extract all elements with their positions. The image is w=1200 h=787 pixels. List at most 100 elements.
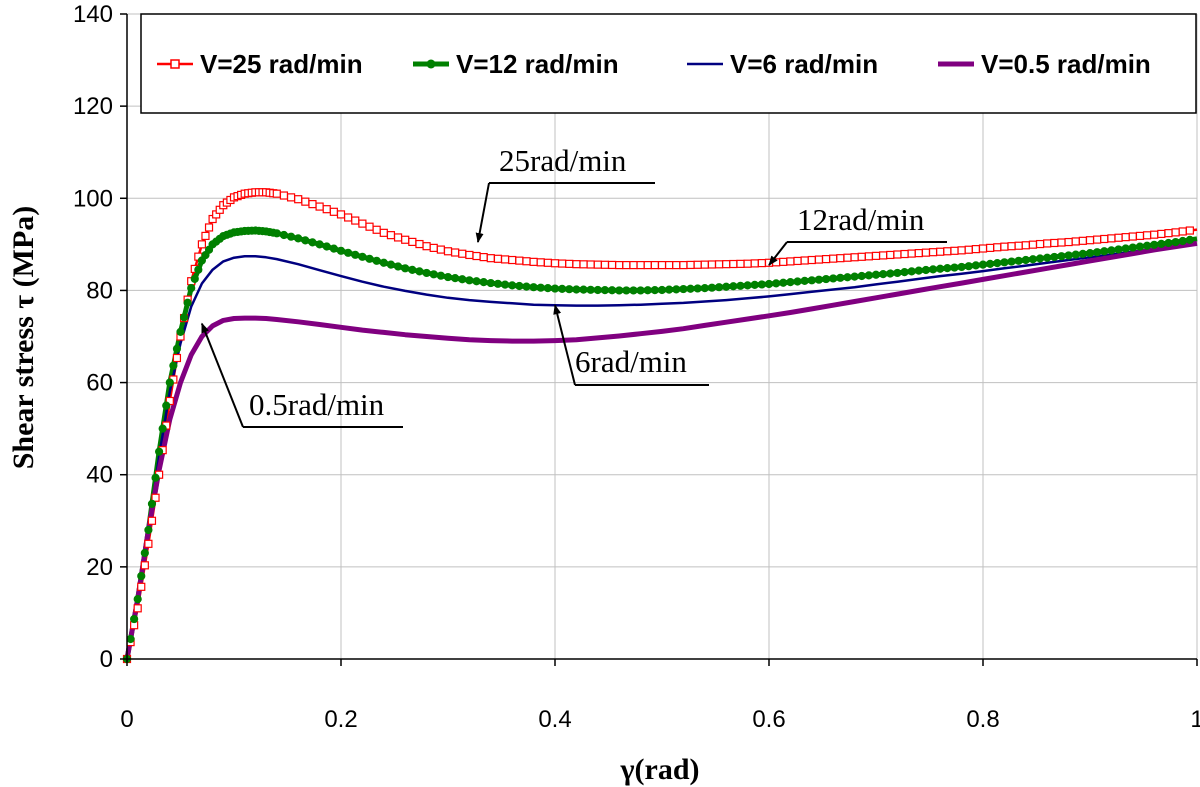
series-marker — [1035, 239, 1045, 249]
series-marker — [1107, 234, 1116, 243]
series-marker — [1157, 229, 1166, 239]
series-marker — [308, 238, 317, 247]
series-marker — [155, 447, 164, 456]
series-marker — [750, 280, 759, 289]
series-marker — [1043, 239, 1052, 248]
series-marker — [679, 284, 688, 294]
series-marker — [900, 268, 909, 277]
series-marker — [465, 250, 474, 260]
series-marker — [204, 223, 214, 232]
series-marker — [843, 253, 852, 262]
series-marker — [879, 270, 888, 279]
series-marker — [722, 260, 731, 269]
series-marker — [515, 281, 524, 291]
series-marker — [1157, 239, 1166, 248]
series-marker — [743, 281, 752, 290]
series-marker — [1014, 256, 1023, 265]
series-marker — [422, 268, 431, 278]
series-marker — [714, 260, 724, 269]
series-marker — [800, 256, 809, 265]
series-marker — [436, 245, 445, 254]
legend-label: V=0.5 rad/min — [981, 49, 1151, 79]
annotation-label: 12rad/min — [797, 202, 925, 237]
series-marker — [1028, 255, 1038, 264]
series-marker — [907, 267, 916, 276]
series-marker — [1064, 251, 1073, 260]
series-marker — [679, 260, 688, 270]
series-marker — [351, 250, 360, 259]
series-marker — [893, 250, 902, 259]
series-marker — [126, 634, 135, 644]
series-marker — [879, 251, 888, 260]
series-marker — [1093, 248, 1102, 257]
series-marker — [1007, 242, 1016, 251]
series-marker — [1135, 231, 1145, 241]
series-marker — [1114, 233, 1123, 242]
series-marker — [1000, 242, 1009, 251]
series-marker — [786, 278, 795, 287]
series-marker — [757, 280, 766, 289]
series-marker — [686, 284, 695, 293]
series-marker — [593, 260, 602, 269]
series-marker — [1078, 236, 1087, 245]
series-marker — [1164, 238, 1173, 248]
legend: V=25 rad/min V=12 rad/min V=6 rad/min V=0.5… — [140, 13, 1197, 114]
series-marker — [500, 280, 510, 289]
series-marker — [183, 298, 192, 307]
series-marker — [408, 265, 417, 274]
annotation-label: 6rad/min — [575, 344, 687, 379]
series-marker — [144, 539, 153, 548]
series-marker — [629, 286, 638, 295]
series-marker — [579, 260, 588, 269]
series-marker — [301, 197, 310, 206]
series-marker — [151, 493, 160, 502]
series-marker — [536, 258, 545, 267]
series-marker — [329, 244, 338, 253]
series-marker — [365, 222, 374, 231]
series-marker — [871, 251, 881, 260]
series-marker — [821, 274, 831, 284]
series-marker — [657, 285, 667, 295]
series-marker — [607, 260, 617, 270]
series-marker — [558, 284, 567, 293]
series-marker — [133, 595, 142, 604]
series-marker — [372, 256, 381, 265]
series-marker — [336, 246, 346, 255]
series-marker — [165, 378, 174, 387]
series-marker — [1164, 229, 1173, 238]
series-marker — [429, 270, 438, 279]
series-marker — [408, 237, 417, 246]
series-marker — [1057, 252, 1066, 261]
series-marker — [950, 246, 959, 255]
series-marker — [522, 282, 531, 291]
series-marker — [986, 259, 995, 268]
series-marker — [479, 253, 488, 262]
series-marker — [607, 286, 617, 295]
y-tick-label: 60 — [86, 370, 113, 397]
series-marker — [1121, 233, 1130, 242]
series-marker — [600, 286, 610, 295]
y-tick-label: 80 — [86, 277, 113, 304]
series-marker — [807, 276, 816, 285]
series-marker — [978, 244, 988, 253]
series-marker — [401, 235, 410, 244]
series-line — [125, 243, 1198, 660]
series-marker — [1128, 232, 1137, 241]
series-marker — [693, 260, 702, 269]
series-marker — [843, 273, 852, 282]
legend-label: V=25 rad/min — [200, 49, 363, 79]
annotation-arrow — [475, 182, 490, 244]
series-marker — [133, 604, 142, 613]
legend-marker — [426, 59, 436, 69]
series-marker — [144, 525, 153, 535]
series-marker — [279, 230, 289, 240]
series-marker — [978, 260, 988, 269]
series-marker — [451, 248, 460, 257]
y-tick-label: 20 — [86, 554, 113, 581]
series-line — [124, 228, 1198, 660]
series-marker — [140, 561, 149, 570]
series-marker — [415, 239, 424, 249]
series-marker — [1007, 257, 1016, 266]
series-marker — [458, 275, 467, 284]
